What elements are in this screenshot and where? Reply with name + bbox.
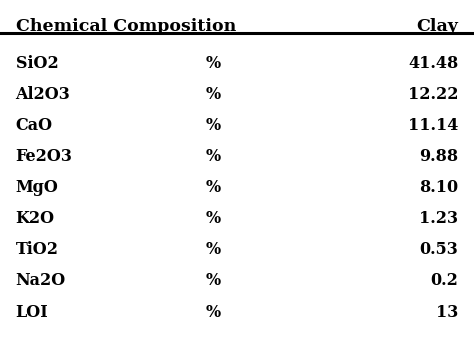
Text: %: % [206, 272, 221, 289]
Text: Fe2O3: Fe2O3 [16, 148, 73, 165]
Text: 1.23: 1.23 [419, 210, 458, 227]
Text: %: % [206, 210, 221, 227]
Text: CaO: CaO [16, 117, 53, 134]
Text: TiO2: TiO2 [16, 241, 58, 258]
Text: %: % [206, 55, 221, 72]
Text: %: % [206, 117, 221, 134]
Text: 8.10: 8.10 [419, 179, 458, 196]
Text: K2O: K2O [16, 210, 55, 227]
Text: 0.2: 0.2 [430, 272, 458, 289]
Text: %: % [206, 86, 221, 103]
Text: 41.48: 41.48 [408, 55, 458, 72]
Text: %: % [206, 179, 221, 196]
Text: 13: 13 [436, 304, 458, 320]
Text: %: % [206, 304, 221, 320]
Text: MgO: MgO [16, 179, 58, 196]
Text: 9.88: 9.88 [419, 148, 458, 165]
Text: Clay: Clay [417, 18, 458, 35]
Text: Chemical Composition: Chemical Composition [16, 18, 236, 35]
Text: 12.22: 12.22 [408, 86, 458, 103]
Text: %: % [206, 241, 221, 258]
Text: 0.53: 0.53 [419, 241, 458, 258]
Text: Al2O3: Al2O3 [16, 86, 70, 103]
Text: LOI: LOI [16, 304, 48, 320]
Text: Na2O: Na2O [16, 272, 66, 289]
Text: %: % [206, 148, 221, 165]
Text: SiO2: SiO2 [16, 55, 58, 72]
Text: 11.14: 11.14 [408, 117, 458, 134]
